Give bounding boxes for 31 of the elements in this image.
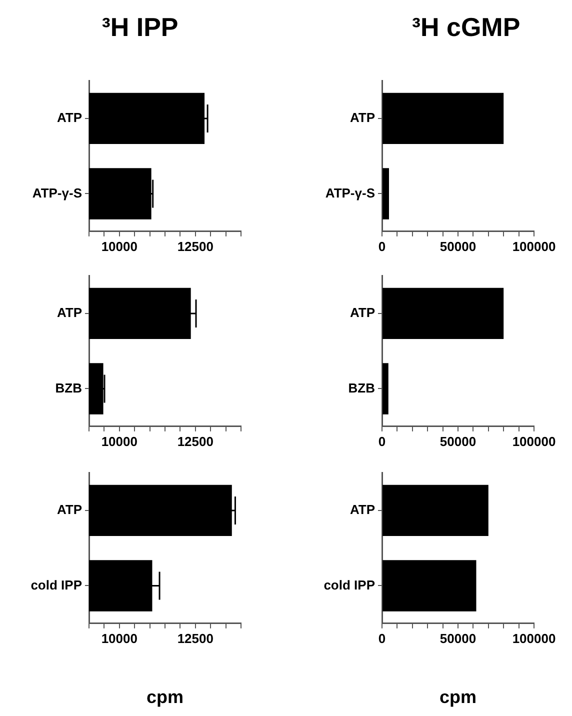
chart-title: ³H cGMP: [410, 12, 522, 43]
x-tick-label: 12500: [177, 630, 214, 646]
x-tick-label: 50000: [440, 434, 476, 449]
y-tick-label: ATP: [56, 305, 82, 320]
x-tick-label: 12500: [177, 238, 214, 254]
x-tick-label: 0: [378, 630, 386, 646]
x-tick-label: 10000: [101, 238, 138, 254]
y-tick-label: ATP: [350, 110, 376, 126]
x-tick-label: 0: [378, 434, 386, 449]
x-tick-label: 50000: [440, 238, 476, 254]
y-tick-label: ATP: [56, 502, 82, 518]
y-tick-label: ATP: [350, 502, 376, 518]
y-tick-label: BZB: [55, 380, 82, 396]
y-tick-label: cold IPP: [30, 577, 82, 592]
y-tick-label: cold IPP: [324, 577, 376, 592]
x-tick-label: 10000: [101, 630, 138, 646]
x-tick-label: 10000: [101, 434, 138, 449]
x-tick-label: 50000: [440, 630, 476, 646]
y-tick-label: ATP-γ-S: [325, 185, 376, 200]
x-tick-label: 100000: [512, 630, 556, 646]
chart-title: ³H IPP: [100, 12, 180, 43]
x-tick-label: 100000: [512, 238, 556, 254]
x-tick-label: 100000: [512, 434, 556, 449]
y-tick-label: ATP: [56, 110, 82, 126]
x-axis-title: cpm: [438, 687, 478, 708]
y-tick-label: BZB: [348, 380, 375, 396]
y-tick-label: ATP: [350, 305, 376, 320]
x-axis-title: cpm: [145, 687, 184, 708]
y-tick-label: ATP-γ-S: [32, 185, 82, 200]
x-tick-label: 12500: [177, 434, 214, 449]
x-tick-label: 0: [378, 238, 386, 254]
